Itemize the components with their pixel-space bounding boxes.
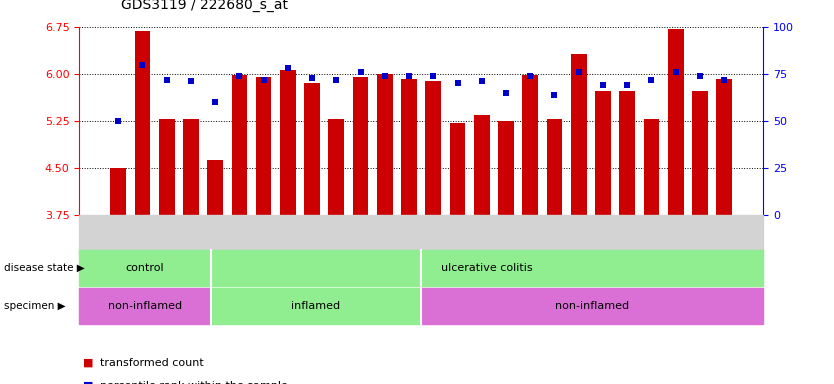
Bar — [158, 119, 174, 215]
Point — [524, 73, 537, 79]
Bar — [280, 70, 296, 215]
Point — [354, 69, 367, 75]
Text: non-inflamed: non-inflamed — [555, 301, 629, 311]
Bar — [644, 119, 660, 215]
Text: specimen ▶: specimen ▶ — [4, 301, 66, 311]
Bar — [183, 119, 198, 215]
Text: ■: ■ — [83, 358, 94, 368]
Bar — [256, 77, 272, 215]
Bar — [620, 91, 635, 215]
Bar — [401, 79, 417, 215]
Point — [160, 76, 173, 83]
Point — [620, 82, 634, 88]
Text: control: control — [126, 263, 164, 273]
Point — [596, 82, 610, 88]
Bar — [668, 29, 684, 215]
Bar — [692, 91, 708, 215]
Point — [402, 73, 415, 79]
Point — [451, 80, 465, 86]
Point — [669, 69, 682, 75]
Text: ulcerative colitis: ulcerative colitis — [441, 263, 533, 273]
Point — [305, 74, 319, 81]
Text: transformed count: transformed count — [100, 358, 203, 368]
Text: inflamed: inflamed — [291, 301, 340, 311]
Bar — [232, 75, 247, 215]
Point — [427, 73, 440, 79]
Point — [717, 76, 731, 83]
Point — [112, 118, 125, 124]
Bar — [425, 81, 441, 215]
Point — [208, 99, 222, 105]
Bar — [304, 83, 320, 215]
Point — [257, 76, 270, 83]
Bar — [208, 161, 223, 215]
Bar — [134, 31, 150, 215]
Bar — [522, 75, 538, 215]
Point — [548, 91, 561, 98]
Bar — [716, 79, 732, 215]
Text: GDS3119 / 222680_s_at: GDS3119 / 222680_s_at — [121, 0, 288, 12]
Point — [281, 65, 294, 71]
Bar — [474, 115, 490, 215]
Text: ■: ■ — [83, 381, 94, 384]
Bar — [329, 119, 344, 215]
Text: non-inflamed: non-inflamed — [108, 301, 182, 311]
Bar — [570, 54, 586, 215]
Bar — [110, 168, 126, 215]
Bar — [377, 74, 393, 215]
Bar — [546, 119, 562, 215]
Text: disease state ▶: disease state ▶ — [4, 263, 85, 273]
Bar — [450, 123, 465, 215]
Bar — [353, 77, 369, 215]
Point — [329, 76, 343, 83]
Point — [475, 78, 489, 84]
Point — [572, 69, 585, 75]
Bar — [595, 91, 610, 215]
Point — [233, 73, 246, 79]
Bar — [498, 121, 514, 215]
Point — [693, 73, 706, 79]
Text: percentile rank within the sample: percentile rank within the sample — [100, 381, 288, 384]
Point — [378, 73, 391, 79]
Point — [136, 61, 149, 68]
Point — [645, 76, 658, 83]
Point — [184, 78, 198, 84]
Point — [500, 90, 513, 96]
